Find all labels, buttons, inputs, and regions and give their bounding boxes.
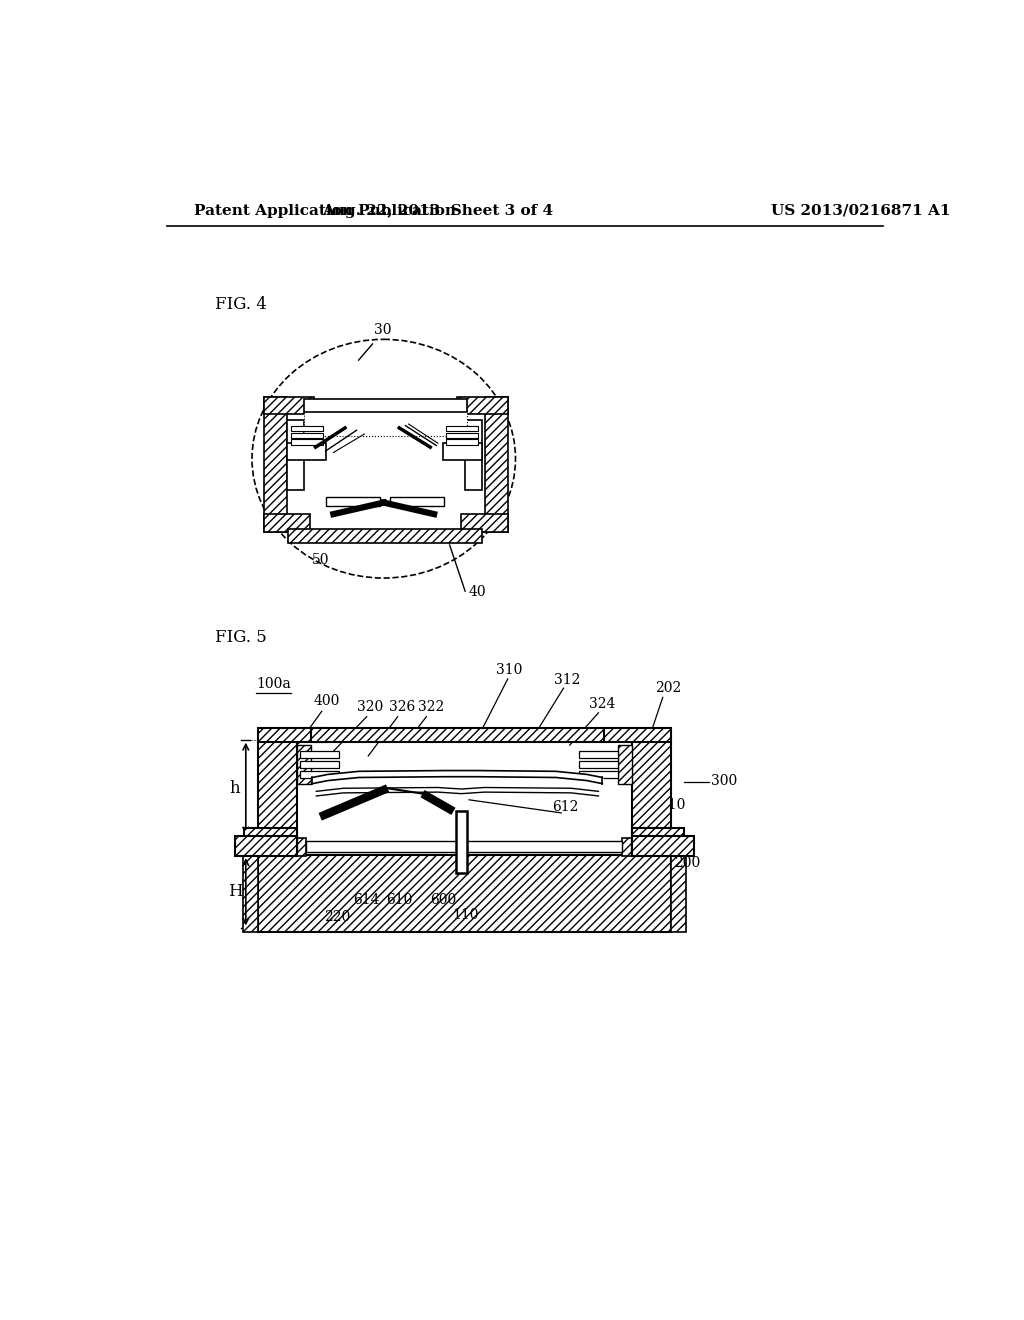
Text: 312: 312	[554, 673, 581, 686]
Text: 220: 220	[324, 909, 350, 924]
Text: 300: 300	[711, 774, 737, 788]
Text: 110: 110	[452, 908, 478, 923]
Bar	[300, 762, 339, 768]
Bar	[632, 836, 693, 855]
Bar	[579, 751, 617, 758]
Bar	[632, 739, 671, 855]
Bar	[602, 729, 671, 742]
Bar	[297, 744, 311, 784]
Bar	[461, 515, 508, 532]
Bar	[579, 771, 617, 779]
Bar	[258, 739, 297, 855]
Bar	[306, 841, 623, 853]
Text: 614: 614	[352, 892, 379, 907]
Text: 324: 324	[589, 697, 615, 711]
Bar	[465, 420, 482, 490]
Text: FIG. 4: FIG. 4	[215, 296, 266, 313]
Bar	[671, 855, 686, 932]
Bar	[390, 498, 444, 507]
Bar	[326, 498, 380, 507]
Bar	[579, 762, 617, 768]
Text: 320: 320	[356, 700, 383, 714]
Bar	[300, 751, 339, 758]
Bar	[258, 837, 306, 855]
Text: 100a: 100a	[256, 677, 291, 692]
Text: 200: 200	[675, 855, 700, 870]
Bar	[289, 529, 482, 543]
Bar	[617, 744, 632, 784]
Bar	[258, 729, 327, 742]
Text: 40: 40	[469, 585, 486, 599]
Bar	[258, 855, 671, 932]
Text: 612: 612	[552, 800, 579, 814]
Bar	[263, 397, 287, 532]
Bar	[291, 425, 324, 430]
Bar	[263, 397, 314, 414]
Text: 30: 30	[375, 323, 392, 337]
Bar	[304, 400, 467, 437]
Bar	[304, 400, 467, 412]
Bar	[484, 397, 508, 532]
Bar	[445, 433, 478, 438]
Bar	[291, 433, 324, 438]
Bar	[234, 836, 297, 855]
Bar	[445, 425, 478, 430]
Text: Aug. 22, 2013  Sheet 3 of 4: Aug. 22, 2013 Sheet 3 of 4	[323, 203, 554, 218]
Bar	[311, 729, 604, 742]
Text: h: h	[229, 780, 241, 797]
Text: 326: 326	[389, 700, 416, 714]
Text: 322: 322	[418, 700, 444, 714]
Bar	[263, 515, 310, 532]
Bar	[458, 397, 508, 414]
Bar	[245, 829, 297, 855]
Text: 400: 400	[314, 694, 340, 708]
Text: 310: 310	[496, 664, 522, 677]
Bar	[445, 440, 478, 445]
Bar	[291, 440, 324, 445]
Text: 610: 610	[386, 892, 413, 907]
Bar	[632, 829, 684, 855]
Text: Patent Application Publication: Patent Application Publication	[194, 203, 456, 218]
Bar	[287, 444, 326, 461]
Text: 50: 50	[311, 553, 329, 568]
Bar	[443, 444, 482, 461]
Bar	[287, 420, 304, 490]
Text: 600: 600	[430, 892, 457, 907]
Text: US 2013/0216871 A1: US 2013/0216871 A1	[771, 203, 950, 218]
Text: FIG. 5: FIG. 5	[215, 628, 266, 645]
Text: 202: 202	[655, 681, 681, 696]
Text: H: H	[227, 883, 243, 900]
Text: 210: 210	[658, 799, 685, 812]
Bar	[456, 812, 467, 873]
Bar	[243, 855, 258, 932]
Bar	[300, 771, 339, 779]
Bar	[623, 837, 671, 855]
